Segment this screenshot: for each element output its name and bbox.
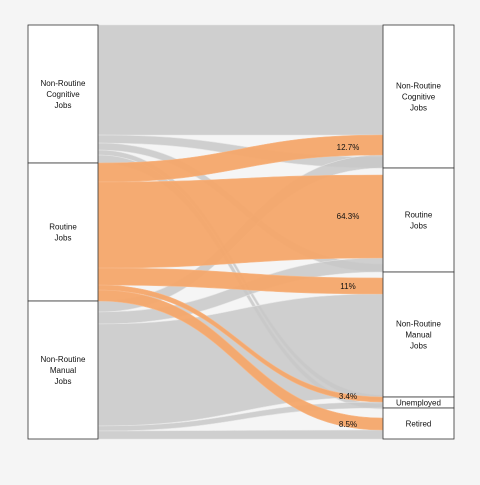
node-box bbox=[382, 407, 455, 440]
right-node-r-ret: Retired bbox=[382, 407, 455, 440]
node-box bbox=[382, 24, 455, 169]
node-box bbox=[382, 167, 455, 273]
node-label-line: Non-Routine bbox=[396, 320, 441, 329]
right-node-r-nrc: Non-Routine Cognitive Jobs bbox=[382, 24, 455, 169]
node-label-line: Manual bbox=[50, 366, 76, 375]
right-node-r-nrm: Non-Routine Manual Jobs bbox=[382, 271, 455, 398]
node-label-line: Jobs bbox=[410, 342, 427, 351]
node-label-line: Non-Routine bbox=[41, 355, 86, 364]
left-node-l-nrc: Non-Routine Cognitive Jobs bbox=[27, 24, 99, 164]
node-label-line: Jobs bbox=[410, 104, 427, 113]
percent-label: 3.4% bbox=[339, 392, 357, 401]
node-label-line: Non-Routine bbox=[41, 79, 86, 88]
node-box bbox=[382, 271, 455, 398]
left-node-l-nrm: Non-Routine Manual Jobs bbox=[27, 300, 99, 440]
node-label-line: Cognitive bbox=[46, 90, 80, 99]
flows-layer bbox=[97, 24, 384, 440]
flow-l-rt-to-r-rt bbox=[97, 174, 384, 269]
node-box bbox=[27, 162, 99, 302]
percent-label: 11% bbox=[340, 282, 355, 291]
node-label-line: Retired bbox=[406, 420, 432, 429]
node-label-line: Jobs bbox=[410, 222, 427, 231]
percent-label: 12.7% bbox=[337, 143, 360, 152]
flow-l-nrc-to-r-nrc bbox=[97, 24, 384, 136]
right-node-r-rt: Routine Jobs bbox=[382, 167, 455, 273]
percent-label: 8.5% bbox=[339, 420, 357, 429]
percent-labels-layer: 12.7% 64.3% 11% 3.4% 8.5% bbox=[337, 143, 360, 429]
flow-l-nrm-to-r-ret bbox=[97, 429, 384, 440]
node-label-line: Cognitive bbox=[402, 93, 436, 102]
node-label-line: Routine bbox=[49, 223, 77, 232]
right-node-r-un: Unemployed bbox=[382, 396, 455, 409]
node-label-line: Manual bbox=[405, 331, 431, 340]
node-label-line: Jobs bbox=[55, 377, 72, 386]
node-label-line: Unemployed bbox=[396, 399, 441, 408]
percent-label: 64.3% bbox=[337, 212, 360, 221]
left-node-l-rt: Routine Jobs bbox=[27, 162, 99, 302]
node-box bbox=[27, 24, 99, 164]
node-label-line: Routine bbox=[405, 211, 433, 220]
node-label-line: Jobs bbox=[55, 101, 72, 110]
nodes-layer: Non-RoutineCognitiveJobsRoutineJobsNon-R… bbox=[27, 24, 455, 440]
node-box bbox=[27, 300, 99, 440]
node-label-line: Non-Routine bbox=[396, 82, 441, 91]
node-label-line: Jobs bbox=[55, 234, 72, 243]
